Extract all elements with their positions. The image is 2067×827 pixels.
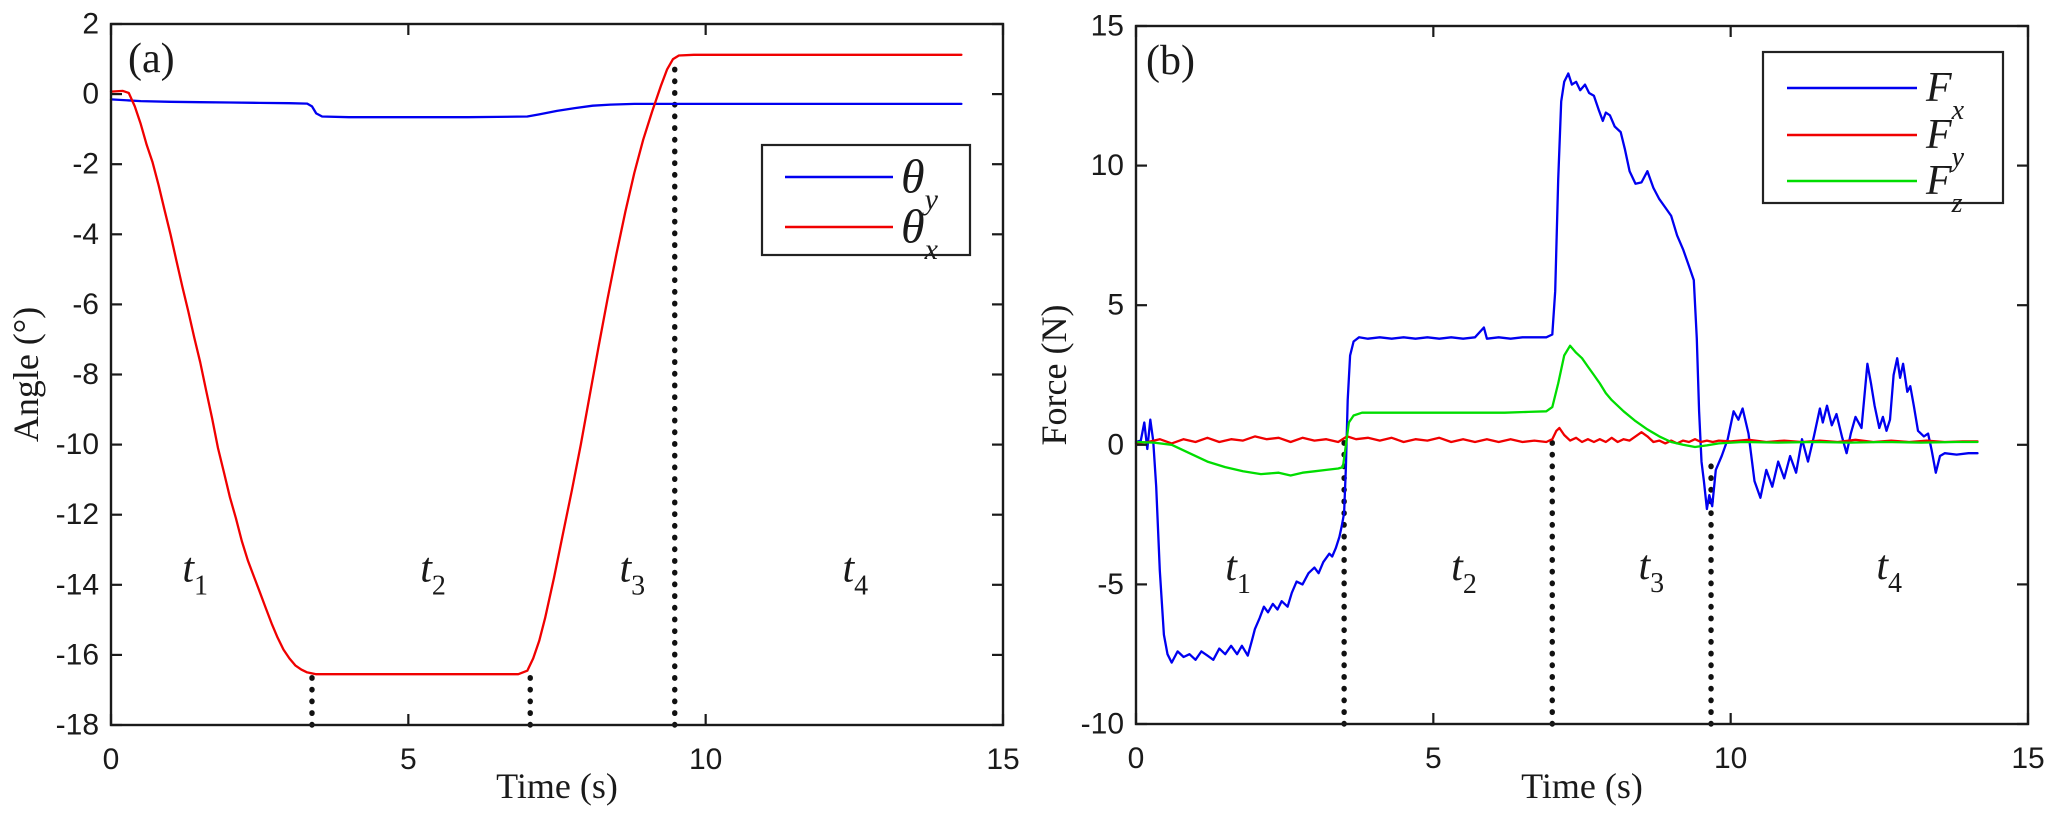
y-tick-label: 15 bbox=[1091, 10, 1124, 43]
legend-box bbox=[760, 143, 972, 257]
y-tick-label: -8 bbox=[72, 358, 99, 391]
x-tick-label: 0 bbox=[1128, 742, 1145, 775]
y-tick-label: -5 bbox=[1097, 568, 1124, 601]
y-tick-label: -14 bbox=[56, 568, 99, 601]
x-tick-label: 0 bbox=[103, 743, 120, 776]
phase-label-t2: t2 bbox=[420, 545, 446, 601]
phase-label-t3: t3 bbox=[619, 545, 645, 601]
x-tick-label: 15 bbox=[2011, 742, 2044, 775]
x-tick-label: 15 bbox=[986, 743, 1019, 776]
y-tick-label: -16 bbox=[56, 638, 99, 671]
force-x-line bbox=[1134, 72, 1979, 664]
y-tick-label: -18 bbox=[56, 709, 99, 742]
x-axis-label: Time (s) bbox=[1521, 766, 1643, 806]
y-tick-label: 10 bbox=[1091, 149, 1124, 182]
phase-label-t1: t1 bbox=[182, 545, 208, 601]
panel-b: 0 5 10 15 15 10 5 0 -5 -10 Time (s) Force (N) (b) t1 t… bbox=[1034, 10, 2045, 807]
x-tick-label: 5 bbox=[1425, 742, 1442, 775]
panel-letter: (b) bbox=[1146, 38, 1195, 84]
y-axis-label: Force (N) bbox=[1034, 305, 1074, 446]
phase-label-t1: t1 bbox=[1225, 544, 1251, 600]
axes-box bbox=[109, 22, 1005, 727]
y-tick-label: -4 bbox=[72, 218, 99, 251]
x-axis-label: Time (s) bbox=[496, 766, 618, 806]
force-z-line bbox=[1134, 344, 1979, 477]
force-y-line bbox=[1134, 426, 1979, 445]
y-tick-label: -6 bbox=[72, 288, 99, 321]
theta-x-line bbox=[109, 53, 963, 676]
y-tick-label: 0 bbox=[1107, 428, 1124, 461]
x-tick-label: 10 bbox=[689, 743, 722, 776]
theta-y-line bbox=[109, 98, 963, 119]
y-tick-label: 2 bbox=[82, 8, 99, 41]
y-axis-label: Angle (°) bbox=[6, 307, 46, 442]
phase-label-t4: t4 bbox=[1876, 543, 1902, 599]
y-tick-label: -2 bbox=[72, 148, 99, 181]
legend-box bbox=[1761, 50, 2005, 205]
axes-box bbox=[1134, 24, 2030, 726]
y-tick-label: 0 bbox=[82, 78, 99, 111]
x-tick-label: 10 bbox=[1714, 742, 1747, 775]
y-tick-label: -10 bbox=[1081, 708, 1124, 741]
phase-label-t3: t3 bbox=[1638, 543, 1664, 599]
y-tick-label: 5 bbox=[1107, 289, 1124, 322]
phase-label-t2: t2 bbox=[1451, 544, 1477, 600]
y-tick-label: -10 bbox=[56, 428, 99, 461]
x-tick-label: 5 bbox=[400, 743, 417, 776]
panel-letter: (a) bbox=[128, 36, 175, 82]
y-tick-label: -12 bbox=[56, 498, 99, 531]
phase-label-t4: t4 bbox=[842, 545, 868, 601]
